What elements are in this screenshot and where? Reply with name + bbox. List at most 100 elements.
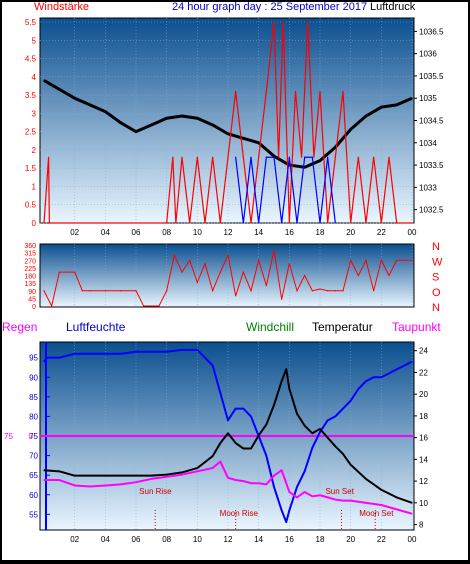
- data-point: [227, 254, 229, 256]
- data-point: [166, 351, 168, 353]
- data-point: [396, 222, 398, 224]
- data-point: [150, 478, 152, 480]
- data-point: [258, 434, 260, 437]
- humidity-tick-label: 80: [29, 412, 38, 421]
- compass-label: O: [432, 287, 441, 299]
- data-point: [235, 479, 237, 481]
- wind-pressure-plot-area: [39, 17, 415, 224]
- hour-tick-label: 00: [408, 228, 417, 237]
- data-point: [365, 380, 367, 382]
- data-point: [227, 477, 229, 479]
- data-point: [334, 222, 336, 224]
- data-point: [181, 473, 183, 476]
- rain-legend-label: Regen: [2, 320, 37, 334]
- hour-tick-label: 10: [193, 228, 202, 237]
- data-point: [196, 156, 198, 158]
- data-point: [403, 364, 405, 367]
- data-point: [281, 469, 283, 471]
- data-point: [135, 351, 137, 353]
- data-point: [319, 90, 321, 93]
- data-point: [250, 156, 252, 158]
- data-point: [373, 376, 375, 378]
- data-point: [294, 90, 297, 93]
- data-point: [327, 290, 329, 292]
- data-point: [288, 156, 290, 158]
- hour-tick-label: 18: [316, 535, 325, 544]
- event-label: Moon Rise: [220, 509, 259, 518]
- data-point: [43, 479, 45, 481]
- data-point: [242, 137, 244, 139]
- data-point: [296, 290, 298, 292]
- data-point: [235, 407, 237, 410]
- direction-tick-label: 135: [24, 281, 36, 288]
- data-point: [235, 442, 237, 444]
- data-point: [304, 425, 306, 427]
- wind-tick-label: 3.5: [25, 91, 37, 100]
- data-point: [135, 290, 137, 292]
- series-gust-line: [235, 156, 336, 224]
- data-point: [74, 271, 76, 273]
- pressure-tick-label: 1035.5: [419, 72, 444, 81]
- series-luftfeuchte-line: [43, 348, 413, 524]
- data-point: [265, 156, 267, 158]
- direction-tick-label: 270: [24, 258, 36, 265]
- data-point: [304, 274, 306, 277]
- data-point: [411, 222, 413, 224]
- humidity-tick-label: 55: [29, 510, 38, 519]
- data-point: [411, 97, 413, 99]
- data-point: [235, 156, 237, 158]
- hour-tick-label: 06: [132, 535, 141, 544]
- data-point: [327, 437, 329, 439]
- data-point: [258, 142, 260, 144]
- data-point: [219, 460, 221, 463]
- data-point: [227, 432, 229, 434]
- data-point: [365, 222, 367, 224]
- hour-tick-label: 16: [285, 535, 294, 544]
- data-point: [288, 388, 290, 390]
- data-point: [285, 368, 287, 370]
- humidity-legend-label: Luftfeuchte: [66, 320, 126, 334]
- data-point: [242, 156, 244, 158]
- data-point: [135, 131, 137, 133]
- data-point: [89, 104, 91, 106]
- compass-label: S: [432, 272, 439, 284]
- data-point: [74, 475, 76, 477]
- data-point: [196, 281, 198, 283]
- data-point: [357, 388, 359, 390]
- data-point: [43, 222, 45, 224]
- data-point: [219, 392, 221, 394]
- data-point: [242, 271, 244, 273]
- data-point: [104, 353, 106, 355]
- direction-tick-label: 90: [28, 289, 36, 296]
- data-point: [380, 106, 382, 108]
- data-point: [172, 156, 174, 158]
- data-point: [411, 502, 413, 504]
- data-point: [334, 415, 336, 418]
- data-point: [258, 482, 260, 484]
- data-point: [43, 469, 45, 471]
- data-point: [89, 290, 91, 292]
- data-point: [58, 271, 60, 273]
- data-point: [120, 353, 122, 355]
- data-point: [166, 290, 168, 292]
- data-point: [48, 156, 50, 158]
- direction-tick-label: 360: [24, 243, 36, 250]
- data-point: [173, 254, 175, 256]
- data-point: [104, 484, 106, 487]
- data-point: [311, 156, 313, 158]
- direction-tick-label: 315: [24, 251, 36, 258]
- data-point: [304, 470, 306, 472]
- data-point: [281, 298, 283, 300]
- rain-axis-label: 0: [29, 432, 34, 441]
- data-point: [357, 274, 359, 277]
- data-point: [181, 156, 183, 158]
- data-point: [380, 376, 382, 378]
- humidity-tick-label: 60: [29, 491, 38, 500]
- data-point: [265, 90, 267, 93]
- data-point: [120, 122, 122, 124]
- data-point: [166, 117, 168, 119]
- data-point: [258, 222, 260, 224]
- data-point: [350, 128, 352, 131]
- hour-tick-label: 20: [346, 535, 355, 544]
- dewpoint-legend-label: Taupunkt: [392, 320, 441, 334]
